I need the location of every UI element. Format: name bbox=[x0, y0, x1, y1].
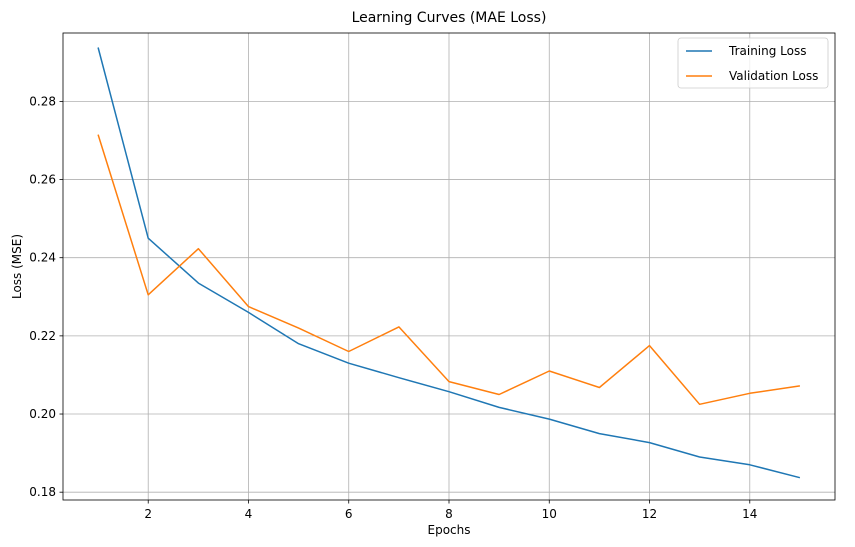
y-tick-label: 0.20 bbox=[29, 407, 56, 421]
y-tick-label: 0.26 bbox=[29, 173, 56, 187]
x-axis-ticks: 2 4 6 8 10 12 14 bbox=[144, 500, 757, 521]
legend-label-validation: Validation Loss bbox=[729, 69, 818, 83]
x-tick-label: 6 bbox=[345, 507, 353, 521]
x-tick-label: 4 bbox=[245, 507, 253, 521]
y-tick-label: 0.18 bbox=[29, 485, 56, 499]
y-tick-label: 0.22 bbox=[29, 329, 56, 343]
series-lines bbox=[97, 47, 801, 479]
y-tick-label: 0.24 bbox=[29, 251, 56, 265]
legend-box bbox=[677, 37, 829, 89]
chart-title: Learning Curves (MAE Loss) bbox=[352, 10, 547, 26]
x-tick-label: 14 bbox=[742, 507, 757, 521]
x-axis-label: Epochs bbox=[428, 523, 471, 537]
legend-label-training: Training Loss bbox=[728, 44, 806, 58]
grid bbox=[63, 33, 835, 500]
y-tick-label: 0.28 bbox=[29, 94, 56, 108]
y-axis-label: Loss (MSE) bbox=[10, 234, 24, 299]
legend: Training Loss Validation Loss bbox=[677, 37, 829, 89]
series-line-training-loss bbox=[97, 47, 801, 479]
x-tick-label: 12 bbox=[642, 507, 657, 521]
x-tick-label: 8 bbox=[445, 507, 453, 521]
series-line-validation-loss bbox=[97, 134, 801, 406]
y-axis-ticks: 0.18 0.20 0.22 0.24 0.26 0.28 bbox=[29, 94, 63, 499]
x-tick-label: 10 bbox=[542, 507, 557, 521]
x-tick-label: 2 bbox=[144, 507, 152, 521]
